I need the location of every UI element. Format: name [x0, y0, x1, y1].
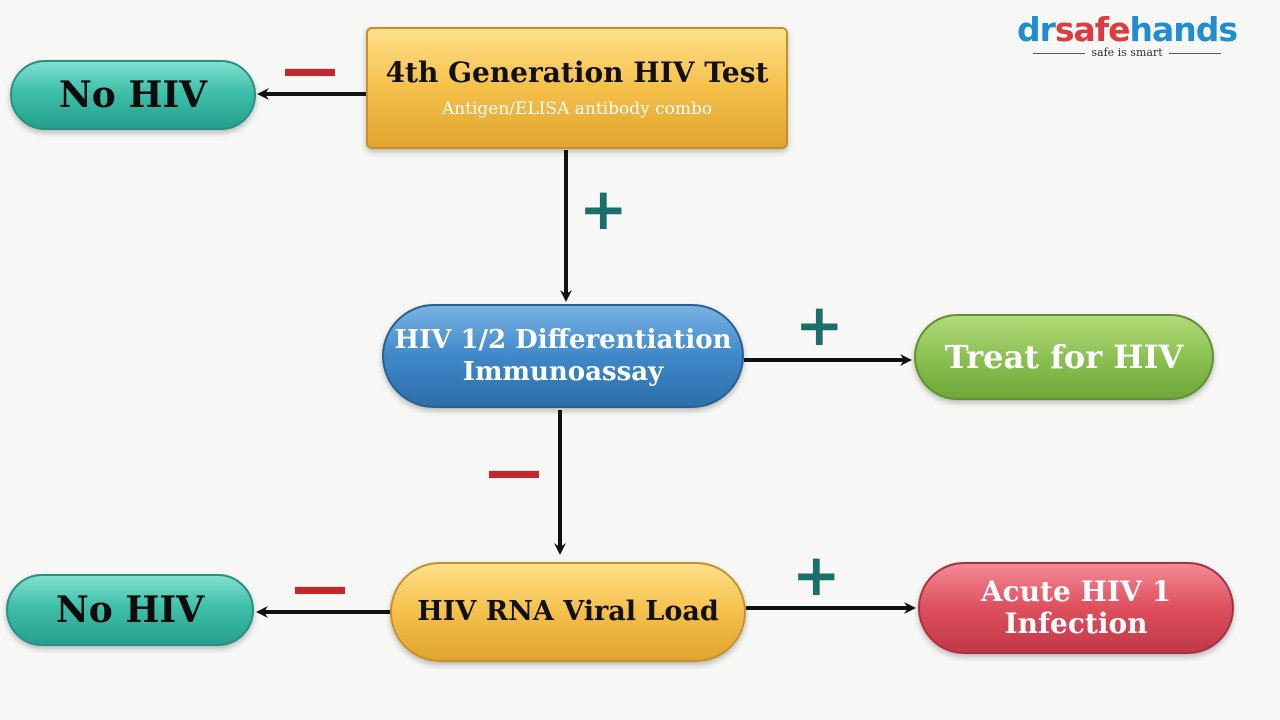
minus-sign-viral-load: — [292, 555, 348, 620]
acute-line1: Acute HIV 1 [980, 575, 1172, 608]
plus-sign-test: + [579, 175, 628, 243]
plus-sign-differentiation: + [795, 291, 844, 359]
minus-sign-differentiation: — [486, 439, 542, 504]
logo-tagline: safe is smart [1012, 46, 1242, 59]
node-acute-hiv-infection: Acute HIV 1 Infection [918, 562, 1234, 654]
treat-label: Treat for HIV [944, 338, 1184, 376]
node-treat-for-hiv: Treat for HIV [914, 314, 1214, 400]
test-title: 4th Generation HIV Test [385, 56, 769, 89]
logo-wordmark: drsafehands [1012, 10, 1242, 50]
acute-line2: Infection [1004, 607, 1148, 640]
logo-hands: hands [1129, 10, 1239, 49]
test-subtitle: Antigen/ELISA antibody combo [441, 99, 713, 119]
differentiation-line2: Immunoassay [462, 357, 664, 387]
node-no-hiv-top: No HIV [10, 60, 256, 130]
node-no-hiv-bottom: No HIV [6, 574, 254, 646]
node-differentiation-immunoassay: HIV 1/2 Differentiation Immunoassay [382, 304, 744, 408]
no-hiv-bottom-label: No HIV [55, 589, 205, 631]
drsafehands-logo: drsafehands safe is smart [1012, 10, 1242, 59]
logo-dr: dr [1016, 10, 1056, 49]
node-hiv-rna-viral-load: HIV RNA Viral Load [390, 562, 746, 662]
differentiation-line1: HIV 1/2 Differentiation [394, 325, 732, 355]
no-hiv-top-label: No HIV [58, 74, 208, 116]
minus-sign-top: — [282, 37, 338, 102]
viral-load-label: HIV RNA Viral Load [417, 596, 719, 627]
plus-sign-viral-load: + [792, 541, 841, 609]
node-4th-generation-test: 4th Generation HIV Test Antigen/ELISA an… [366, 27, 788, 149]
logo-safe: safe [1054, 10, 1131, 49]
